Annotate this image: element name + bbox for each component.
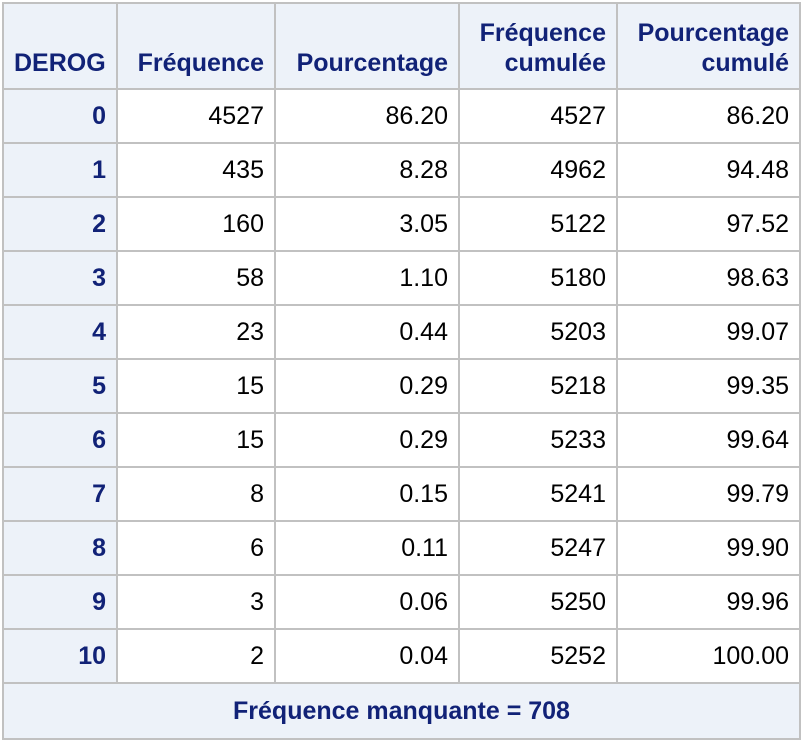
header-frequence: Fréquence bbox=[116, 2, 276, 90]
table-row: 8 6 0.11 5247 99.90 bbox=[2, 520, 801, 576]
cell-pourcentage-cumule: 86.20 bbox=[616, 88, 801, 144]
row-header-derog: 0 bbox=[2, 88, 118, 144]
table-row: 7 8 0.15 5241 99.79 bbox=[2, 466, 801, 522]
cell-frequence: 160 bbox=[116, 196, 276, 252]
header-pourcentage: Pourcentage bbox=[274, 2, 460, 90]
table-footer: Fréquence manquante = 708 bbox=[2, 682, 801, 740]
row-header-derog: 7 bbox=[2, 466, 118, 522]
row-header-derog: 6 bbox=[2, 412, 118, 468]
header-pourcentage-cumule-line1: Pourcentage bbox=[637, 19, 789, 47]
table-row: 4 23 0.44 5203 99.07 bbox=[2, 304, 801, 360]
cell-frequence-cumulee: 5247 bbox=[458, 520, 618, 576]
row-header-derog: 9 bbox=[2, 574, 118, 630]
cell-frequence: 15 bbox=[116, 358, 276, 414]
cell-frequence-cumulee: 5122 bbox=[458, 196, 618, 252]
table-row: 1 435 8.28 4962 94.48 bbox=[2, 142, 801, 198]
cell-pourcentage: 8.28 bbox=[274, 142, 460, 198]
cell-pourcentage: 0.11 bbox=[274, 520, 460, 576]
cell-pourcentage-cumule: 94.48 bbox=[616, 142, 801, 198]
row-header-derog: 10 bbox=[2, 628, 118, 684]
cell-pourcentage: 0.15 bbox=[274, 466, 460, 522]
cell-frequence-cumulee: 5218 bbox=[458, 358, 618, 414]
cell-frequence: 8 bbox=[116, 466, 276, 522]
cell-pourcentage-cumule: 100.00 bbox=[616, 628, 801, 684]
row-header-derog: 2 bbox=[2, 196, 118, 252]
table-row: 3 58 1.10 5180 98.63 bbox=[2, 250, 801, 306]
cell-pourcentage: 1.10 bbox=[274, 250, 460, 306]
cell-frequence: 4527 bbox=[116, 88, 276, 144]
table-row: 10 2 0.04 5252 100.00 bbox=[2, 628, 801, 684]
cell-pourcentage-cumule: 99.79 bbox=[616, 466, 801, 522]
cell-frequence: 23 bbox=[116, 304, 276, 360]
header-row: DEROG Fréquence Pourcentage Fréquence cu… bbox=[2, 2, 801, 90]
table-row: 0 4527 86.20 4527 86.20 bbox=[2, 88, 801, 144]
cell-pourcentage: 0.29 bbox=[274, 412, 460, 468]
row-header-derog: 5 bbox=[2, 358, 118, 414]
cell-frequence-cumulee: 5250 bbox=[458, 574, 618, 630]
footer-row: Fréquence manquante = 708 bbox=[2, 682, 801, 740]
cell-frequence-cumulee: 5180 bbox=[458, 250, 618, 306]
cell-frequence: 2 bbox=[116, 628, 276, 684]
missing-frequency-note: Fréquence manquante = 708 bbox=[2, 682, 801, 740]
header-frequence-cumulee-line2: cumulée bbox=[504, 49, 606, 77]
cell-frequence-cumulee: 5252 bbox=[458, 628, 618, 684]
cell-pourcentage: 86.20 bbox=[274, 88, 460, 144]
cell-pourcentage: 0.04 bbox=[274, 628, 460, 684]
row-header-derog: 3 bbox=[2, 250, 118, 306]
cell-frequence-cumulee: 5233 bbox=[458, 412, 618, 468]
header-frequence-cumulee-line1: Fréquence bbox=[479, 19, 606, 47]
cell-pourcentage: 0.44 bbox=[274, 304, 460, 360]
cell-pourcentage: 0.06 bbox=[274, 574, 460, 630]
row-header-derog: 1 bbox=[2, 142, 118, 198]
header-pourcentage-cumule: Pourcentage cumulé bbox=[616, 2, 801, 90]
cell-pourcentage-cumule: 98.63 bbox=[616, 250, 801, 306]
cell-pourcentage-cumule: 99.07 bbox=[616, 304, 801, 360]
cell-frequence-cumulee: 5203 bbox=[458, 304, 618, 360]
table-row: 9 3 0.06 5250 99.96 bbox=[2, 574, 801, 630]
cell-pourcentage-cumule: 99.35 bbox=[616, 358, 801, 414]
table-header: DEROG Fréquence Pourcentage Fréquence cu… bbox=[2, 2, 801, 90]
row-header-derog: 8 bbox=[2, 520, 118, 576]
table-row: 6 15 0.29 5233 99.64 bbox=[2, 412, 801, 468]
cell-frequence-cumulee: 5241 bbox=[458, 466, 618, 522]
header-frequence-cumulee: Fréquence cumulée bbox=[458, 2, 618, 90]
header-derog: DEROG bbox=[2, 2, 118, 90]
cell-pourcentage-cumule: 97.52 bbox=[616, 196, 801, 252]
cell-frequence: 3 bbox=[116, 574, 276, 630]
header-pourcentage-cumule-line2: cumulé bbox=[701, 49, 789, 77]
cell-frequence-cumulee: 4962 bbox=[458, 142, 618, 198]
cell-pourcentage-cumule: 99.90 bbox=[616, 520, 801, 576]
table-body: 0 4527 86.20 4527 86.20 1 435 8.28 4962 … bbox=[2, 88, 801, 684]
cell-frequence: 15 bbox=[116, 412, 276, 468]
cell-frequence: 6 bbox=[116, 520, 276, 576]
cell-pourcentage-cumule: 99.96 bbox=[616, 574, 801, 630]
cell-pourcentage: 0.29 bbox=[274, 358, 460, 414]
table-row: 5 15 0.29 5218 99.35 bbox=[2, 358, 801, 414]
cell-pourcentage: 3.05 bbox=[274, 196, 460, 252]
cell-frequence: 435 bbox=[116, 142, 276, 198]
cell-pourcentage-cumule: 99.64 bbox=[616, 412, 801, 468]
cell-frequence: 58 bbox=[116, 250, 276, 306]
row-header-derog: 4 bbox=[2, 304, 118, 360]
table-row: 2 160 3.05 5122 97.52 bbox=[2, 196, 801, 252]
cell-frequence-cumulee: 4527 bbox=[458, 88, 618, 144]
